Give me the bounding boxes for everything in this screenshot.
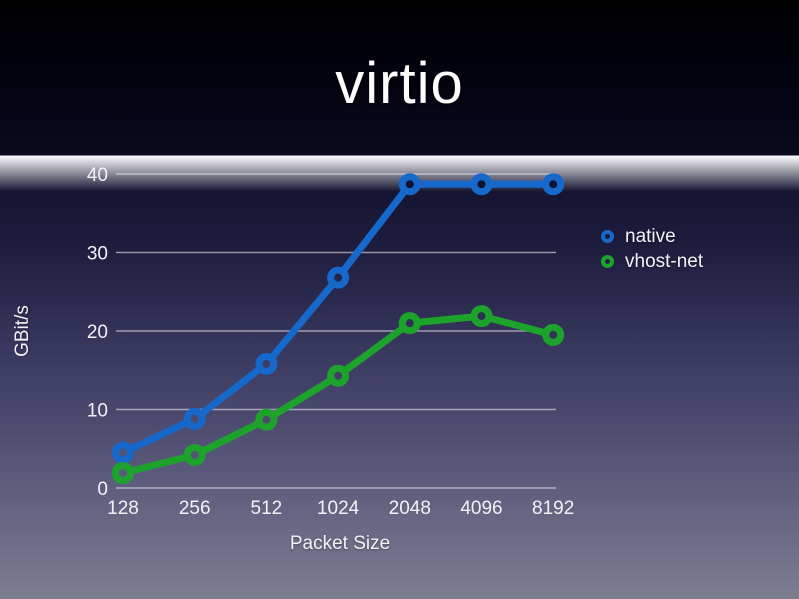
chart-title: virtio <box>335 51 464 116</box>
chart-legend: native vhost-net <box>601 224 703 274</box>
y-tick-label-20: 20 <box>87 322 108 343</box>
marker-native-2048 <box>398 173 421 196</box>
x-tick-label-8192: 8192 <box>532 498 574 519</box>
marker-vhost-net-128 <box>112 462 134 485</box>
x-tick-label-4096: 4096 <box>460 498 502 519</box>
x-tick-label-512: 512 <box>251 498 283 519</box>
legend-item-vhost-net: vhost-net <box>601 249 703 274</box>
marker-vhost-net-256 <box>183 444 206 467</box>
marker-vhost-net-512 <box>255 408 278 431</box>
legend-label-native: native <box>625 225 676 247</box>
y-axis-title: GBit/s <box>12 305 33 357</box>
marker-native-128 <box>112 441 134 464</box>
marker-native-8192 <box>542 173 565 196</box>
marker-vhost-net-8192 <box>542 323 565 346</box>
x-tick-label-128: 128 <box>107 498 139 519</box>
marker-vhost-net-4096 <box>470 305 493 328</box>
marker-vhost-net-1024 <box>327 364 350 387</box>
legend-item-native: native <box>601 224 703 249</box>
y-tick-label-30: 30 <box>87 244 108 265</box>
x-tick-label-2048: 2048 <box>389 498 431 519</box>
marker-vhost-net-2048 <box>398 312 421 335</box>
marker-native-1024 <box>327 266 350 289</box>
y-tick-label-10: 10 <box>87 401 108 422</box>
vhost-net-series-marker-icon <box>601 255 614 268</box>
y-tick-label-0: 0 <box>97 479 108 500</box>
marker-native-256 <box>183 407 206 430</box>
native-series-marker-icon <box>601 230 614 243</box>
marker-native-512 <box>255 352 278 375</box>
y-tick-label-40: 40 <box>87 165 108 186</box>
x-tick-label-1024: 1024 <box>317 498 360 519</box>
x-tick-label-256: 256 <box>179 498 211 519</box>
x-axis-title: Packet Size <box>289 533 391 554</box>
marker-native-4096 <box>470 173 493 196</box>
legend-label-vhost-net: vhost-net <box>625 250 704 272</box>
